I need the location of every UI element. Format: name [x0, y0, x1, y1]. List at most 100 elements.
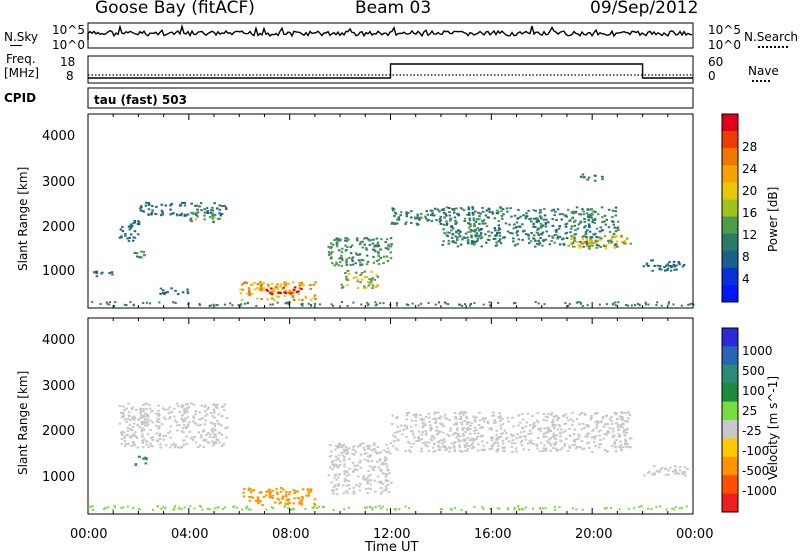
- echo-cell: [603, 433, 606, 436]
- echo-cell: [193, 435, 197, 438]
- echo-cell: [306, 488, 310, 491]
- echo-cell: [498, 240, 501, 243]
- echo-cell: [416, 439, 420, 442]
- echo-cell: [482, 418, 485, 421]
- vel-y-tick-3000: 3000: [42, 379, 76, 394]
- echo-cell: [435, 219, 438, 222]
- echo-cell: [484, 417, 487, 420]
- echo-cell: [346, 491, 349, 494]
- echo-cell: [478, 215, 481, 218]
- echo-cell: [420, 438, 423, 441]
- echo-cell: [497, 415, 500, 418]
- echo-cell: [602, 220, 606, 223]
- echo-cell: [444, 446, 447, 449]
- echo-cell: [251, 496, 255, 499]
- echo-cell: [359, 444, 362, 447]
- echo-cell: [118, 236, 122, 239]
- echo-cell: [607, 431, 610, 434]
- echo-cell: [184, 426, 188, 428]
- echo-cell: [187, 423, 190, 426]
- echo-cell: [242, 495, 246, 498]
- echo-cell: [468, 445, 471, 448]
- echo-cell: [475, 438, 478, 441]
- echo-cell: [482, 444, 486, 447]
- echo-cell: [259, 500, 263, 503]
- echo-cell: [551, 236, 555, 239]
- echo-cell: [462, 432, 465, 435]
- echo-cell: [270, 287, 273, 290]
- echo-cell: [584, 232, 588, 235]
- echo-cell: [352, 469, 355, 472]
- echo-cell: [448, 231, 451, 234]
- echo-cell: [345, 470, 348, 473]
- echo-cell: [184, 417, 187, 420]
- echo-cell: [267, 490, 270, 493]
- echo-cell: [365, 286, 368, 289]
- echo-cell: [239, 292, 243, 295]
- echo-cell: [120, 236, 123, 239]
- echo-cell: [463, 217, 467, 220]
- echo-cell: [391, 445, 395, 448]
- echo-cell: [409, 425, 413, 428]
- echo-cell: [202, 429, 206, 432]
- echo-cell: [405, 411, 409, 414]
- echo-cell: [497, 436, 501, 439]
- echo-cell: [526, 442, 530, 445]
- echo-cell: [455, 231, 458, 234]
- date-title: 09/Sep/2012: [590, 0, 699, 18]
- echo-cell: [557, 227, 561, 230]
- echo-cell: [95, 271, 98, 274]
- echo-cell: [351, 453, 354, 455]
- echo-cell: [285, 302, 288, 305]
- vel-cbar-tick-m100: -100: [742, 444, 770, 458]
- echo-cell: [588, 240, 591, 243]
- echo-cell: [543, 303, 546, 306]
- echo-cell: [448, 211, 451, 214]
- echo-cell: [212, 408, 216, 411]
- echo-cell: [437, 444, 440, 447]
- echo-cell: [622, 241, 626, 244]
- echo-cell: [200, 404, 204, 407]
- echo-cell: [672, 303, 675, 306]
- echo-cell: [548, 438, 551, 441]
- echo-cell: [547, 426, 550, 429]
- echo-cell: [638, 304, 641, 307]
- echo-cell: [133, 422, 136, 425]
- echo-cell: [361, 442, 365, 445]
- echo-cell: [564, 223, 567, 226]
- echo-cell: [682, 264, 686, 266]
- echo-cell: [429, 427, 432, 430]
- echo-cell: [132, 304, 135, 307]
- echo-cell: [291, 295, 295, 298]
- echo-cell: [297, 298, 301, 301]
- echo-cell: [314, 281, 317, 284]
- echo-cell: [138, 256, 141, 259]
- echo-cell: [131, 406, 134, 409]
- echo-cell: [447, 446, 451, 449]
- echo-cell: [424, 430, 427, 432]
- echo-cell: [186, 403, 190, 406]
- echo-cell: [184, 427, 188, 430]
- echo-cell: [550, 239, 553, 242]
- echo-cell: [425, 432, 428, 435]
- echo-cell: [557, 416, 560, 419]
- echo-cell: [247, 489, 251, 492]
- echo-cell: [469, 223, 472, 226]
- echo-cell: [565, 231, 569, 234]
- echo-cell: [300, 496, 304, 499]
- velocity-echo-layer: [88, 402, 689, 511]
- echo-cell: [147, 415, 150, 418]
- echo-cell: [511, 451, 514, 453]
- echo-cell: [353, 449, 356, 451]
- echo-cell: [295, 291, 299, 293]
- echo-cell: [398, 507, 401, 510]
- echo-cell: [481, 505, 484, 508]
- echo-cell: [405, 221, 408, 224]
- echo-cell: [506, 210, 509, 213]
- echo-cell: [413, 216, 417, 219]
- echo-cell: [454, 235, 457, 238]
- echo-cell: [382, 255, 386, 258]
- echo-cell: [462, 411, 465, 414]
- echo-cell: [587, 176, 591, 179]
- echo-cell: [480, 228, 483, 231]
